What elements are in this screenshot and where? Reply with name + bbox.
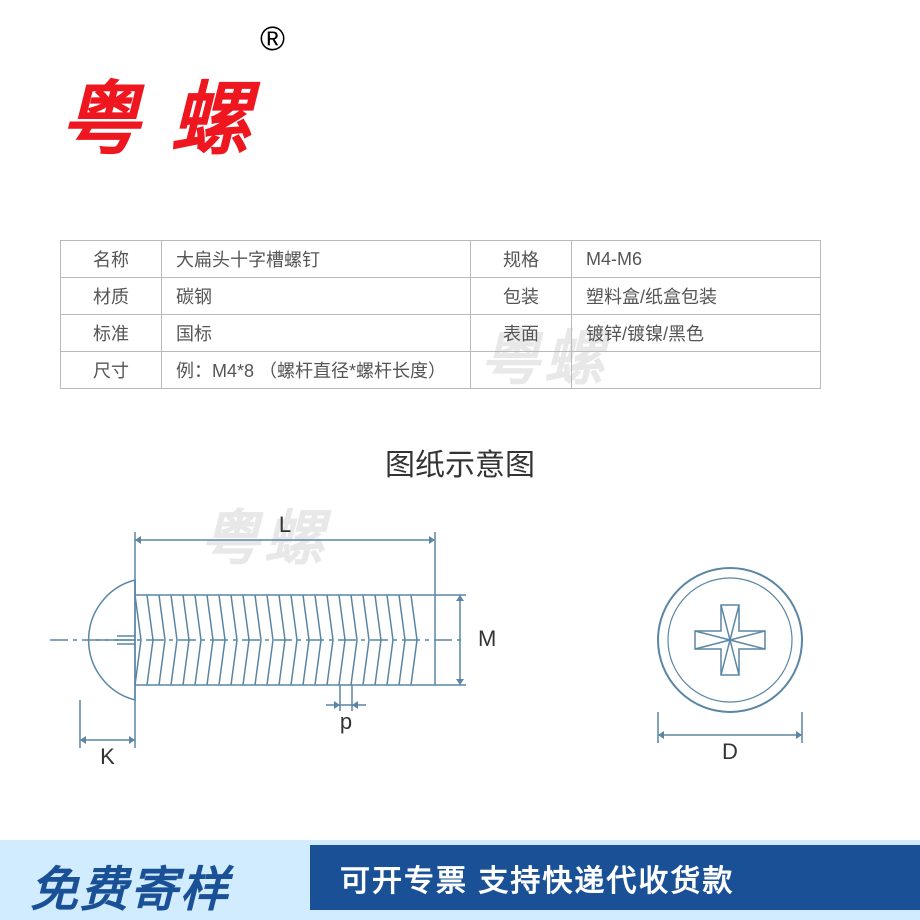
- cell-label: 包装: [471, 278, 572, 315]
- table-row: 标准 国标 表面 镀锌/镀镍/黑色: [61, 315, 821, 352]
- table-row: 尺寸 例：M4*8 （螺杆直径*螺杆长度）: [61, 352, 821, 389]
- table-row: 材质 碳钢 包装 塑料盒/纸盒包装: [61, 278, 821, 315]
- cell-value: 镀锌/镀镍/黑色: [572, 315, 821, 352]
- cell-label: 表面: [471, 315, 572, 352]
- svg-text:M: M: [478, 626, 496, 651]
- brand-logo: 粤 螺: [60, 55, 254, 171]
- registered-mark: ®: [260, 20, 285, 59]
- cell-label: 标准: [61, 315, 162, 352]
- cell-label: [471, 352, 572, 389]
- cell-value: 碳钢: [162, 278, 471, 315]
- table-row: 名称 大扁头十字槽螺钉 规格 M4-M6: [61, 241, 821, 278]
- cell-value: 大扁头十字槽螺钉: [162, 241, 471, 278]
- cell-label: 材质: [61, 278, 162, 315]
- cell-value: 国标: [162, 315, 471, 352]
- technical-drawing: L M Kp D: [50, 500, 870, 780]
- footer-left-text: 免费寄样: [30, 850, 230, 920]
- cell-label: 规格: [471, 241, 572, 278]
- svg-text:D: D: [722, 739, 738, 764]
- footer-banner: 免费寄样 可开专票 支持快递代收货款: [0, 820, 920, 920]
- footer-right-text: 可开专票 支持快递代收货款: [340, 856, 734, 900]
- cell-value: 塑料盒/纸盒包装: [572, 278, 821, 315]
- cell-value: [572, 352, 821, 389]
- cell-label: 名称: [61, 241, 162, 278]
- svg-text:K: K: [100, 744, 115, 769]
- diagram-title: 图纸示意图: [0, 440, 920, 484]
- cell-label: 尺寸: [61, 352, 162, 389]
- cell-value: 例：M4*8 （螺杆直径*螺杆长度）: [162, 352, 471, 389]
- spec-table: 名称 大扁头十字槽螺钉 规格 M4-M6 材质 碳钢 包装 塑料盒/纸盒包装 标…: [60, 240, 821, 389]
- svg-text:L: L: [279, 512, 291, 537]
- cell-value: M4-M6: [572, 241, 821, 278]
- svg-text:p: p: [340, 709, 352, 734]
